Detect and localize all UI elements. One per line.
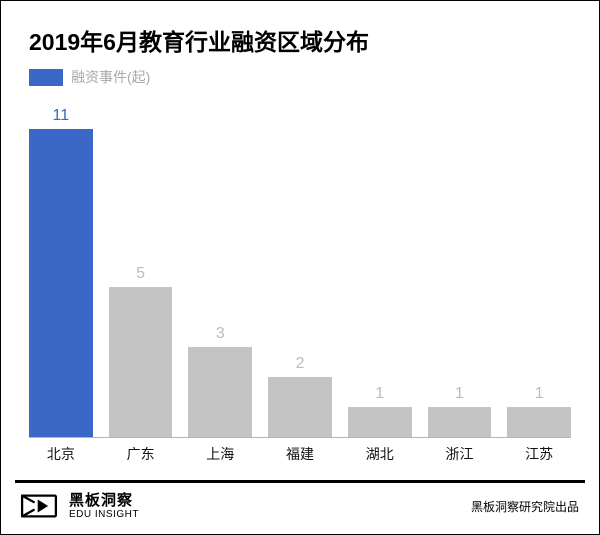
x-labels-row: 北京广东上海福建湖北浙江江苏	[29, 444, 571, 464]
bar-col: 3	[188, 107, 252, 437]
bar-rect	[188, 347, 252, 437]
bar-col: 5	[109, 107, 173, 437]
brand-name-en: EDU INSIGHT	[69, 509, 139, 520]
brand-text: 黑板洞察 EDU INSIGHT	[69, 493, 139, 521]
brand-logo-icon	[19, 493, 59, 519]
bar-rect	[109, 287, 173, 437]
x-axis-label: 福建	[268, 444, 332, 464]
chart-title: 2019年6月教育行业融资区域分布	[1, 1, 599, 67]
bar-value-label: 1	[455, 385, 464, 403]
bar-rect	[348, 407, 412, 437]
bar-value-label: 11	[53, 107, 70, 125]
bar-value-label: 1	[535, 385, 544, 403]
bar-rect	[428, 407, 492, 437]
x-axis-label: 江苏	[507, 444, 571, 464]
bar-value-label: 5	[136, 265, 145, 283]
attribution: 黑板洞察研究院出品	[471, 498, 579, 515]
brand-name-cn: 黑板洞察	[69, 493, 139, 510]
bar-value-label: 3	[216, 325, 225, 343]
legend-swatch	[29, 69, 63, 86]
brand: 黑板洞察 EDU INSIGHT	[19, 493, 139, 521]
chart-area: 11532111	[29, 107, 571, 437]
chart-card: 2019年6月教育行业融资区域分布 融资事件(起) 11532111 北京广东上…	[0, 0, 600, 535]
legend-label: 融资事件(起)	[71, 67, 150, 87]
bar-rect	[268, 377, 332, 437]
bar-value-label: 1	[375, 385, 384, 403]
footer: 黑板洞察 EDU INSIGHT 黑板洞察研究院出品	[1, 483, 599, 535]
x-axis-label: 湖北	[348, 444, 412, 464]
bar-col: 1	[428, 107, 492, 437]
bar-col: 1	[348, 107, 412, 437]
bar-rect	[29, 129, 93, 437]
bar-col: 11	[29, 107, 93, 437]
x-axis-label: 北京	[29, 444, 93, 464]
bar-value-label: 2	[296, 355, 305, 373]
x-axis-label: 上海	[188, 444, 252, 464]
legend: 融资事件(起)	[1, 67, 599, 107]
bars-row: 11532111	[29, 107, 571, 437]
bar-col: 1	[507, 107, 571, 437]
bar-col: 2	[268, 107, 332, 437]
bar-rect	[507, 407, 571, 437]
x-axis-label: 浙江	[428, 444, 492, 464]
x-axis	[29, 437, 571, 438]
x-axis-label: 广东	[109, 444, 173, 464]
